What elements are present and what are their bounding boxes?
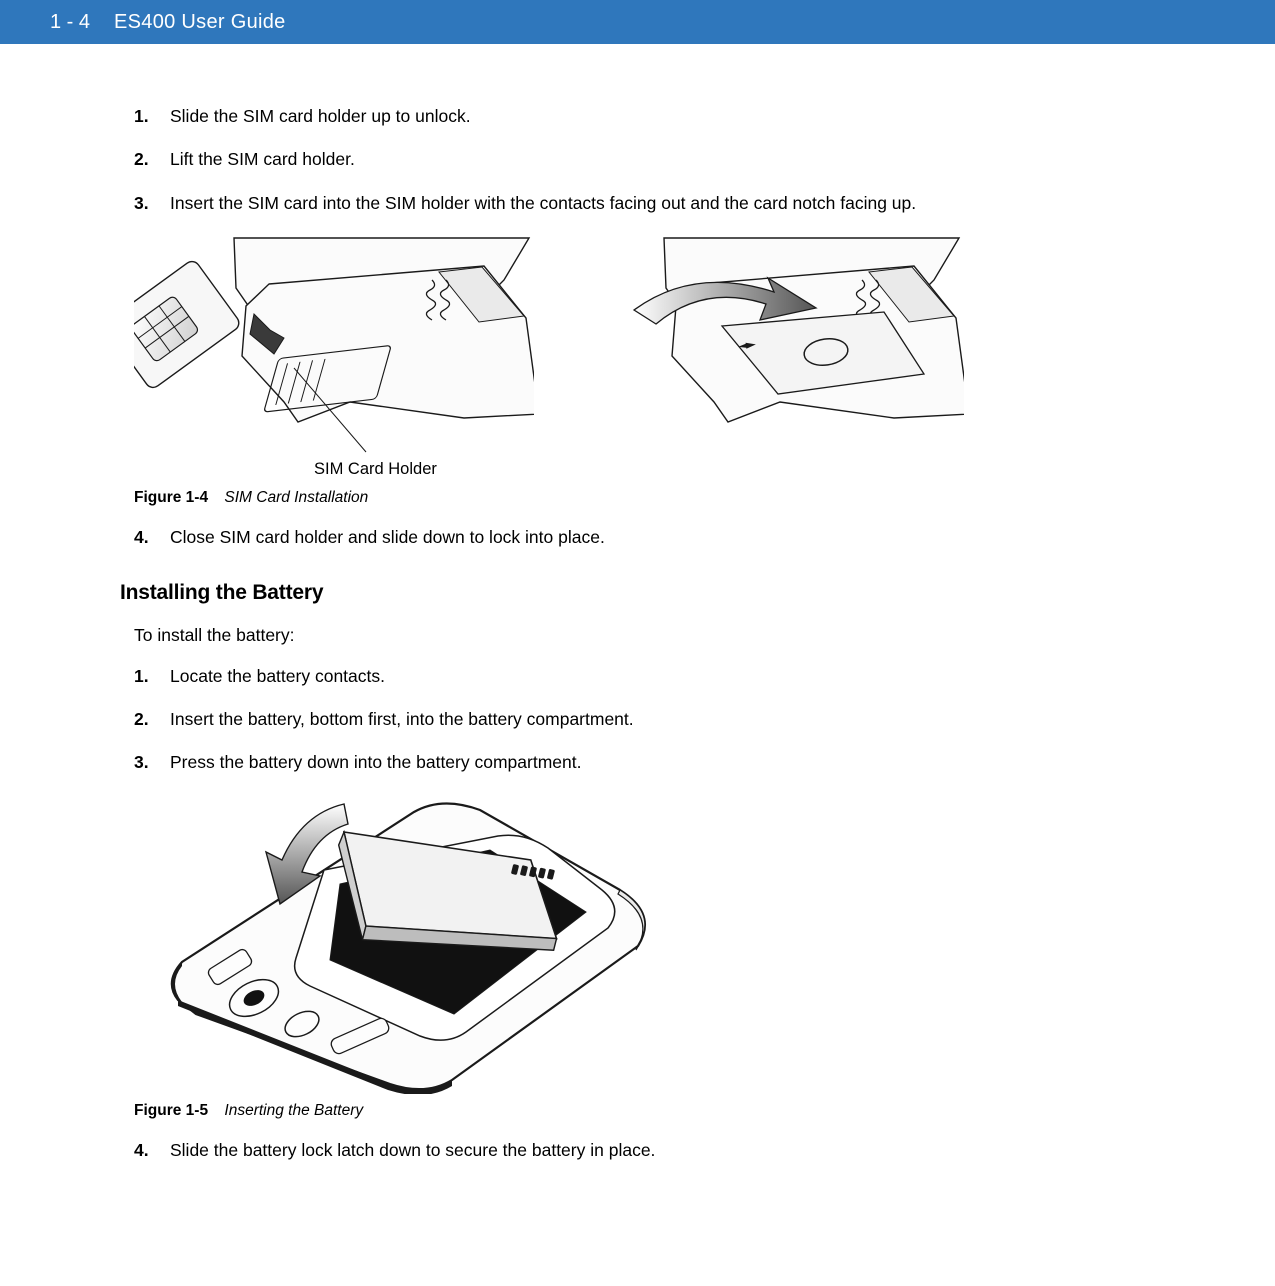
figure-1-4: SIM Card Holder Figure 1-4 SIM Card Inst… xyxy=(134,234,1155,507)
figure-callout-sim-holder: SIM Card Holder xyxy=(314,460,1155,479)
battery-intro: To install the battery: xyxy=(134,625,1155,646)
sim-steps-list-continued: Close SIM card holder and slide down to … xyxy=(134,525,1155,550)
battery-steps-list-continued: Slide the battery lock latch down to sec… xyxy=(134,1138,1155,1163)
document-title: ES400 User Guide xyxy=(114,11,286,34)
sim-card-installation-left-illustration xyxy=(134,234,534,454)
step-item: Locate the battery contacts. xyxy=(134,664,1155,689)
step-item: Insert the battery, bottom first, into t… xyxy=(134,707,1155,732)
figure-1-5-caption: Figure 1-5 Inserting the Battery xyxy=(134,1102,1155,1120)
figure-1-5-desc: Inserting the Battery xyxy=(224,1102,363,1119)
figure-1-4-desc: SIM Card Installation xyxy=(224,489,368,506)
page-number: 1 - 4 xyxy=(50,11,90,34)
sim-card-installation-right-illustration xyxy=(564,234,964,424)
step-item: Slide the battery lock latch down to sec… xyxy=(134,1138,1155,1163)
sim-steps-list: Slide the SIM card holder up to unlock. L… xyxy=(134,104,1155,216)
step-item: Close SIM card holder and slide down to … xyxy=(134,525,1155,550)
figure-1-5-label: Figure 1-5 xyxy=(134,1102,208,1119)
step-item: Lift the SIM card holder. xyxy=(134,147,1155,172)
step-item: Press the battery down into the battery … xyxy=(134,750,1155,775)
page-header: 1 - 4 ES400 User Guide xyxy=(0,0,1275,44)
figure-1-4-label: Figure 1-4 xyxy=(134,489,208,506)
step-item: Insert the SIM card into the SIM holder … xyxy=(134,191,1155,216)
figure-1-5: Figure 1-5 Inserting the Battery xyxy=(134,794,1155,1120)
battery-steps-list: Locate the battery contacts. Insert the b… xyxy=(134,664,1155,776)
figure-1-4-caption: Figure 1-4 SIM Card Installation xyxy=(134,489,1155,507)
step-item: Slide the SIM card holder up to unlock. xyxy=(134,104,1155,129)
page-content: Slide the SIM card holder up to unlock. L… xyxy=(0,44,1275,1221)
inserting-battery-illustration xyxy=(134,794,664,1094)
section-heading-battery: Installing the Battery xyxy=(120,581,1155,605)
